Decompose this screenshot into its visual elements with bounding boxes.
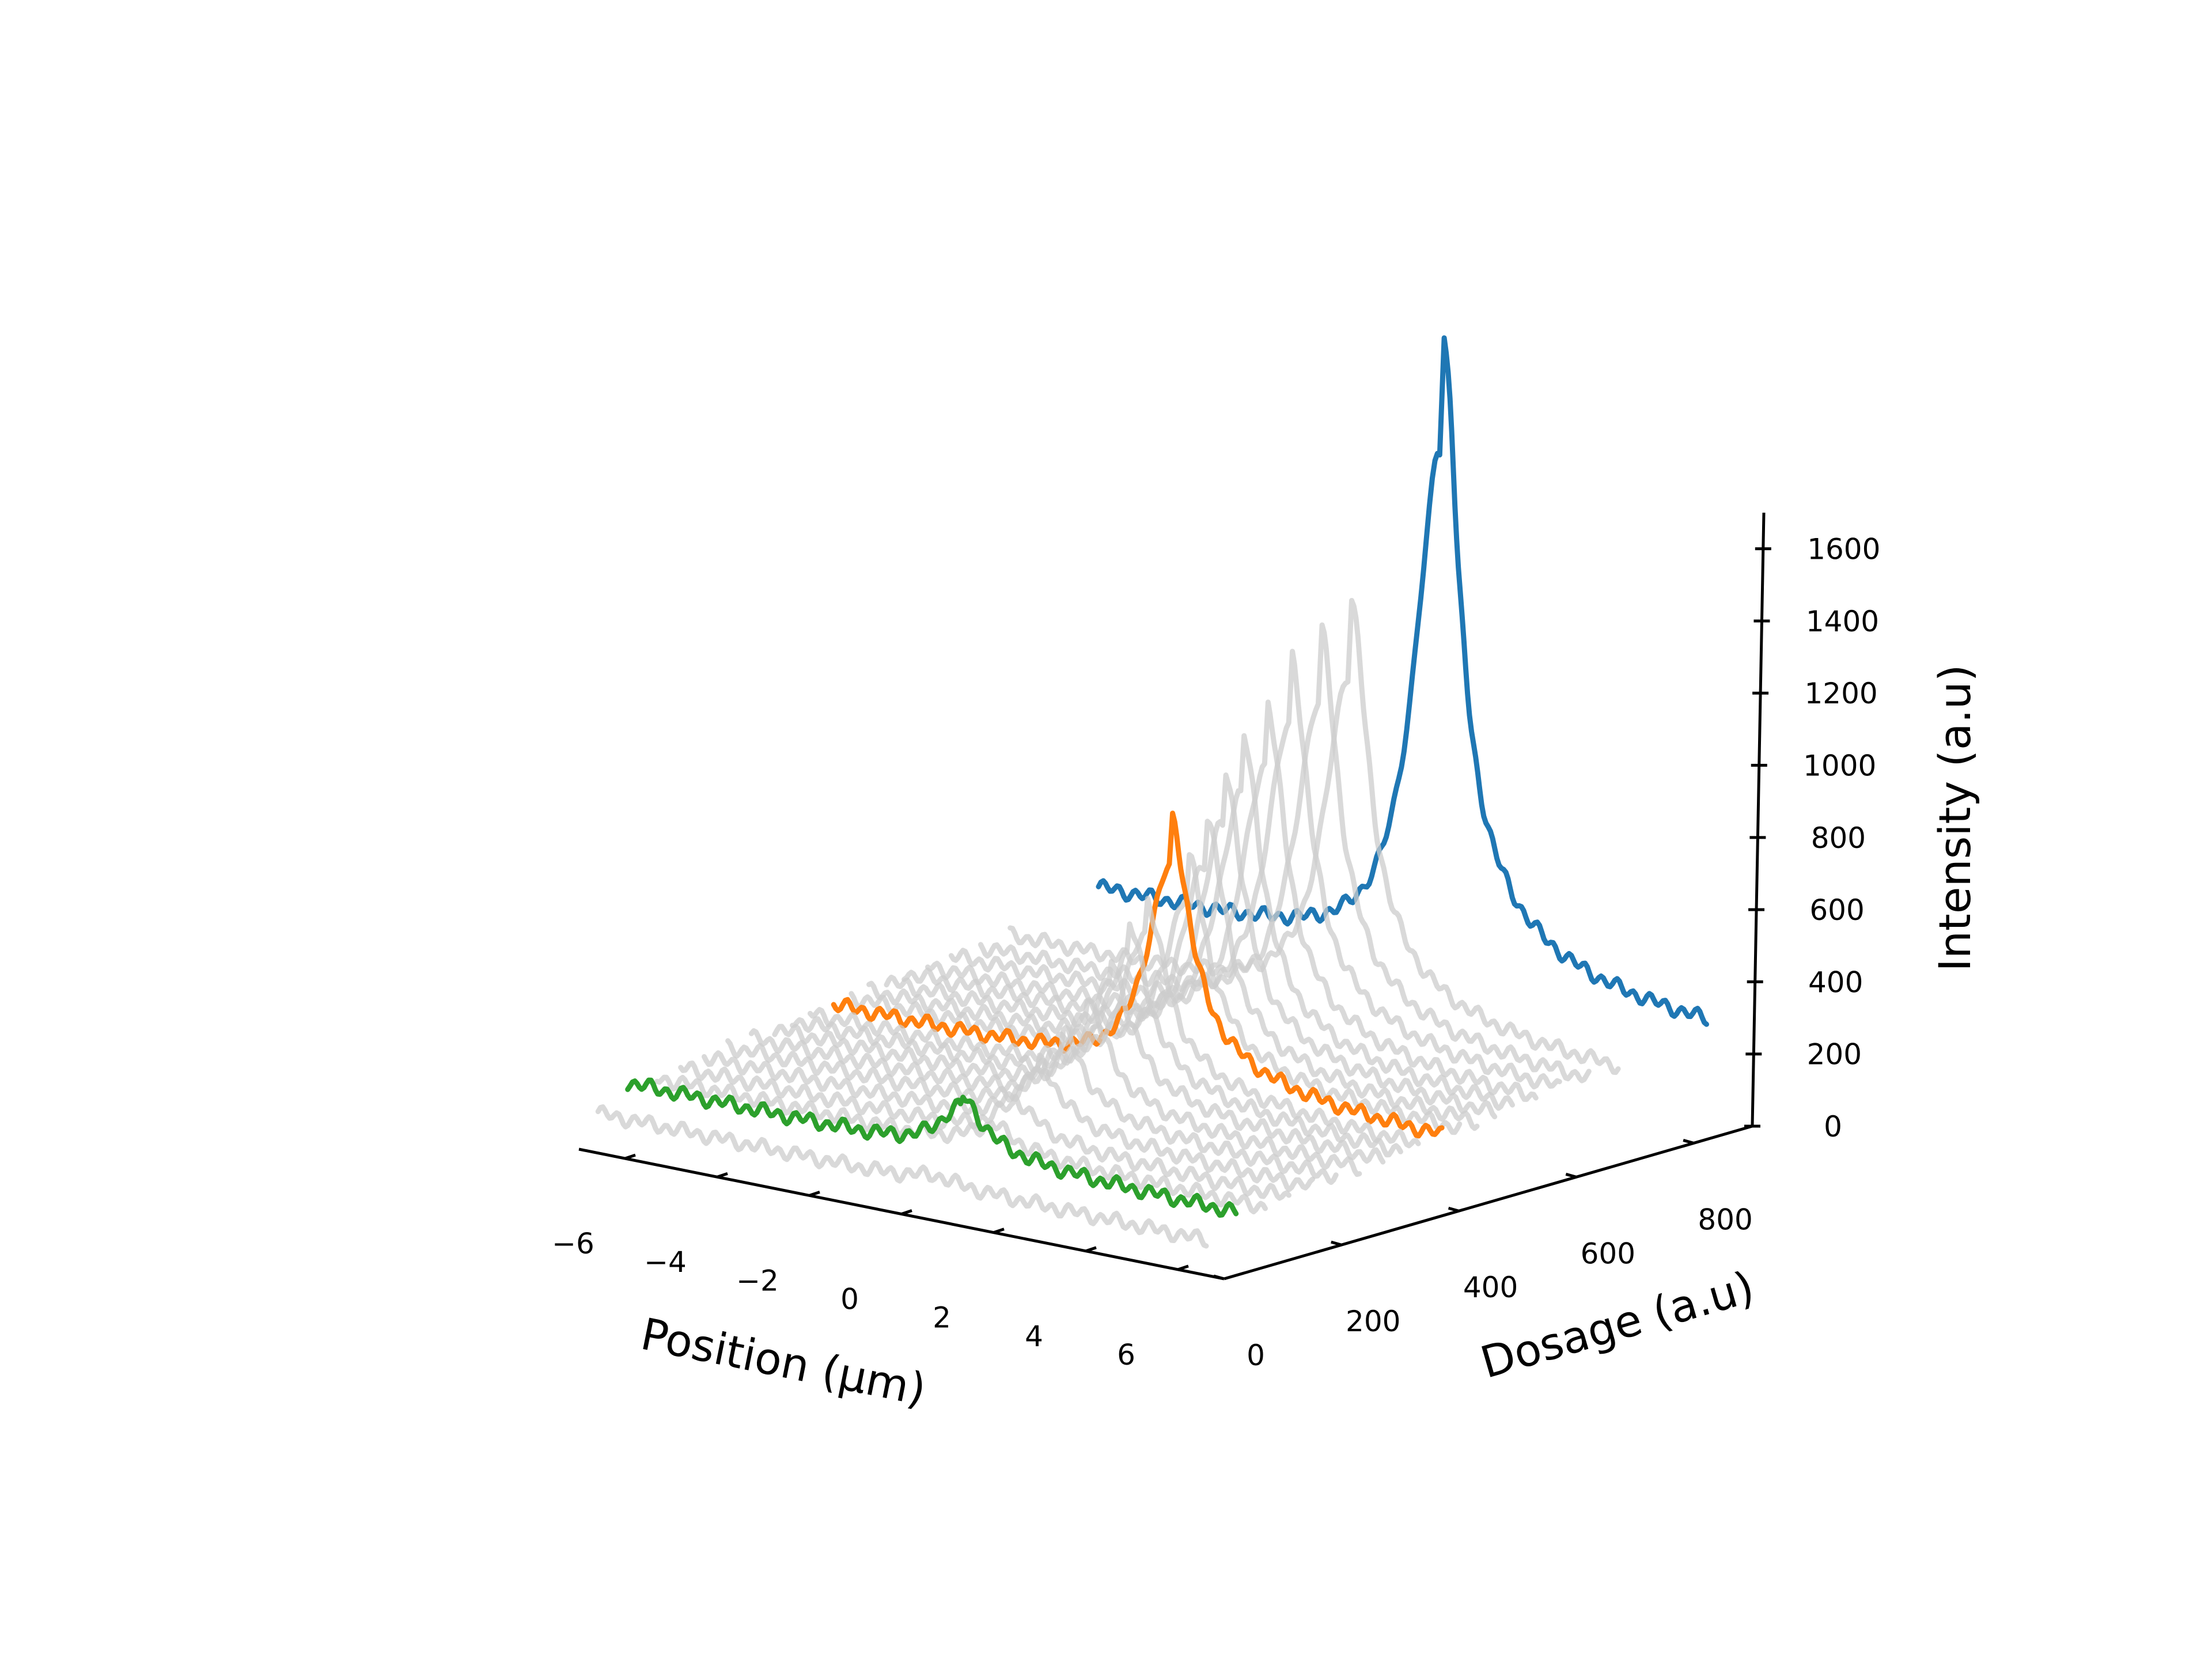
x-tick-label: 2 [933, 1301, 951, 1335]
series-line [678, 1060, 1291, 1201]
y-tick-mark [1213, 1274, 1225, 1281]
z-axis-label: Intensity (a.u) [1929, 664, 1980, 971]
x-ticks: −6 −4 −2 0 2 4 6 [552, 1153, 1189, 1372]
y-tick-label: 400 [1463, 1271, 1518, 1304]
y-tick-mark [1683, 1139, 1694, 1145]
x-tick-label: −2 [736, 1264, 779, 1297]
y-tick-label: 200 [1346, 1305, 1400, 1338]
x-tick-label: 6 [1117, 1338, 1135, 1372]
series-line [1007, 598, 1621, 1075]
x-tick-label: −4 [644, 1245, 687, 1279]
highlight-series-line [625, 1077, 1239, 1218]
z-ticks: 0 200 400 600 800 1000 1200 1400 1600 [1744, 533, 1880, 1143]
axes: −6 −4 −2 0 2 4 6 0 200 400 600 800 0 200 400 600 800 10… [552, 512, 1880, 1372]
y-tick-label: 600 [1581, 1237, 1635, 1270]
z-tick-label: 800 [1811, 821, 1866, 855]
highlight-series-line [831, 810, 1445, 1139]
y-ticks: 0 200 400 600 800 [1213, 1139, 1753, 1372]
x-tick-mark [1085, 1246, 1097, 1253]
y-tick-label: 0 [1247, 1339, 1265, 1372]
y-tick-label: 800 [1698, 1203, 1752, 1236]
z-tick-label: 1400 [1806, 605, 1879, 638]
y-axis-line [1224, 1124, 1753, 1281]
y-tick-mark [1331, 1240, 1342, 1247]
z-tick-label: 1200 [1804, 677, 1877, 710]
series-line [654, 1074, 1268, 1215]
x-tick-mark [624, 1153, 636, 1160]
series-line [748, 998, 1362, 1177]
y-tick-mark [1448, 1206, 1460, 1213]
x-tick-label: −6 [552, 1227, 594, 1260]
series-line [925, 699, 1539, 1102]
x-tick-mark [901, 1209, 912, 1215]
z-tick-label: 200 [1807, 1038, 1862, 1071]
z-tick-label: 1600 [1807, 533, 1880, 566]
x-tick-label: 4 [1025, 1320, 1043, 1353]
x-tick-mark [1177, 1264, 1189, 1271]
series-line [948, 649, 1562, 1090]
z-tick-label: 0 [1824, 1110, 1842, 1143]
y-tick-mark [1565, 1172, 1577, 1179]
series-line [902, 733, 1515, 1111]
series-line [866, 819, 1480, 1131]
series-layer [595, 335, 1709, 1249]
z-tick-label: 600 [1809, 893, 1864, 927]
x-axis-label: Position (µm) [637, 1308, 930, 1415]
series-line [725, 1025, 1339, 1185]
z-axis-line [1751, 512, 1766, 1127]
z-tick-label: 400 [1808, 965, 1863, 999]
x-tick-mark [809, 1190, 820, 1197]
series-line [702, 1050, 1315, 1192]
z-tick-label: 1000 [1803, 749, 1876, 783]
series-line [595, 1104, 1209, 1249]
x-tick-mark [717, 1172, 728, 1179]
x-tick-mark [993, 1228, 1005, 1234]
series-line [772, 959, 1386, 1165]
x-tick-label: 0 [840, 1283, 859, 1316]
